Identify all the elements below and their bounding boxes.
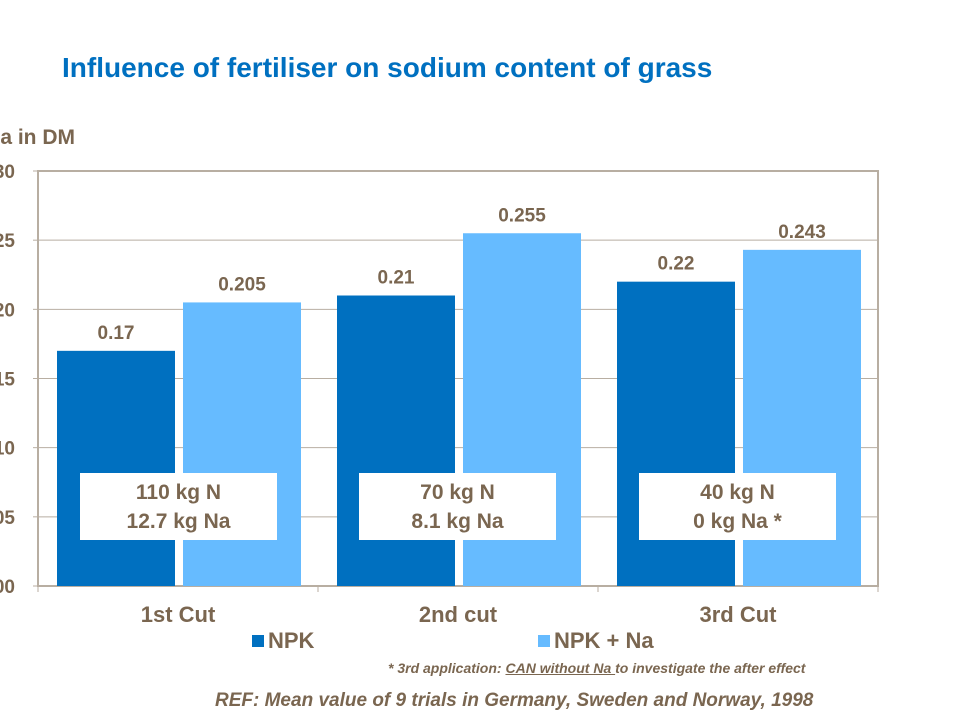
footnote-suffix: to investigate the after effect bbox=[615, 660, 806, 676]
y-tick-label: 0.00 bbox=[0, 577, 15, 598]
legend-swatch bbox=[252, 635, 264, 647]
annotation-n: 110 kg N bbox=[135, 481, 222, 504]
bar-npk bbox=[57, 350, 175, 586]
y-tick-label: 0.05 bbox=[0, 508, 15, 529]
legend-label: NPK bbox=[268, 628, 315, 653]
y-axis-label: % Na in DM bbox=[0, 126, 75, 149]
reference-note: REF: Mean value of 9 trials in Germany, … bbox=[215, 690, 814, 711]
x-category-label: 1st Cut bbox=[141, 602, 216, 627]
bar-npk bbox=[337, 295, 455, 586]
legend-item-npk: NPK bbox=[252, 628, 314, 654]
annotation-na: 12.7 kg Na bbox=[126, 510, 231, 533]
data-label: 0.17 bbox=[98, 323, 135, 344]
data-label: 0.21 bbox=[378, 268, 415, 289]
annotation-n: 40 kg N bbox=[700, 481, 775, 504]
annotation-na: 0 kg Na * bbox=[693, 510, 782, 533]
chart-title: Influence of fertiliser on sodium conten… bbox=[62, 52, 713, 83]
y-tick-label: 0.20 bbox=[0, 300, 15, 321]
data-label: 0.22 bbox=[658, 254, 695, 275]
footnote: * 3rd application: CAN without Na to inv… bbox=[388, 660, 805, 676]
plot-frame bbox=[37, 170, 879, 587]
bar-npk-na bbox=[183, 302, 301, 586]
legend-item-npk-na: NPK + Na bbox=[538, 628, 654, 654]
annotation-n: 70 kg N bbox=[420, 481, 495, 504]
x-category-label: 3rd Cut bbox=[700, 602, 778, 627]
annotation-box-3: 40 kg N 0 kg Na * bbox=[639, 473, 836, 540]
bar-npk bbox=[617, 281, 735, 586]
annotation-na: 8.1 kg Na bbox=[411, 510, 504, 533]
x-category-label: 2nd cut bbox=[419, 602, 498, 627]
legend-swatch bbox=[538, 635, 550, 647]
annotation-box-2: 70 kg N 8.1 kg Na bbox=[359, 473, 556, 540]
legend-label: NPK + Na bbox=[554, 628, 654, 653]
footnote-underlined: CAN without Na bbox=[505, 660, 616, 676]
y-tick-label: 0.30 bbox=[0, 162, 15, 183]
y-tick-label: 0.10 bbox=[0, 439, 15, 460]
y-tick-label: 0.15 bbox=[0, 370, 15, 391]
annotation-box-1: 110 kg N 12.7 kg Na bbox=[80, 473, 277, 540]
data-label: 0.205 bbox=[218, 274, 266, 295]
data-label: 0.255 bbox=[498, 205, 546, 226]
data-label: 0.243 bbox=[778, 222, 826, 243]
footnote-prefix: * 3rd application: bbox=[388, 660, 506, 676]
y-tick-label: 0.25 bbox=[0, 231, 15, 252]
